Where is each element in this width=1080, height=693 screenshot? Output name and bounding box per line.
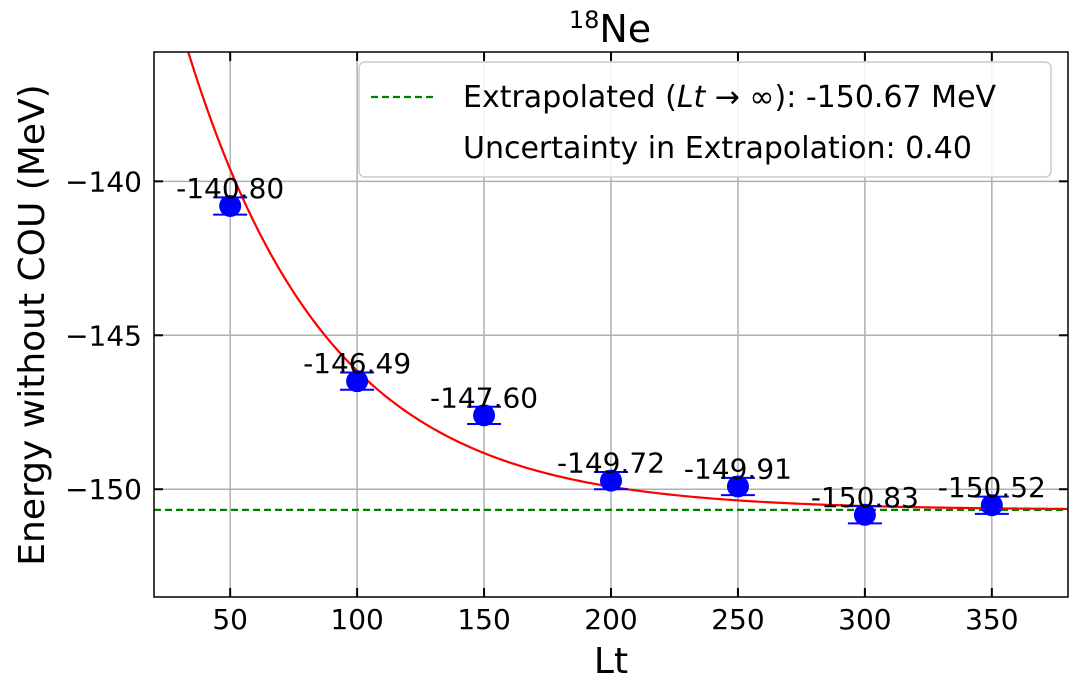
data-point-5 (853, 503, 876, 526)
data-label-6: -150.52 (938, 471, 1046, 504)
legend-entry-prefix: Extrapolated ( (463, 80, 677, 115)
legend-entry-math: Lt (677, 80, 707, 115)
x-axis-label: Lt (594, 641, 628, 682)
data-label-4: -149.91 (684, 452, 792, 485)
ticks: 50 100 150 200 250 300 350 −140 −145 −150 (65, 52, 1068, 636)
legend-entry-suffix: ): -150.67 MeV (775, 80, 997, 115)
x-tick-label-350: 350 (965, 603, 1018, 636)
x-tick-label-100: 100 (330, 603, 383, 636)
data-point-3 (600, 469, 622, 492)
plot-frame (153, 51, 1069, 598)
x-tick-label-150: 150 (457, 603, 510, 636)
x-tick-label-200: 200 (584, 603, 637, 636)
y-tick-label-0: −140 (65, 165, 142, 198)
chart-title: 18Ne (569, 6, 651, 51)
data-point-2 (473, 404, 496, 427)
data-point-1 (346, 370, 369, 393)
data-label-3: -149.72 (557, 447, 665, 480)
data-label-0: -140.80 (176, 172, 284, 205)
legend: Extrapolated (Lt → ∞): -150.67 MeV Uncer… (358, 61, 1052, 178)
data-points-group: -140.80 -146.49 -147.60 -149.72 -149.91 -150.… (176, 172, 1046, 526)
data-point-0 (219, 194, 242, 217)
data-label-5: -150.83 (811, 481, 919, 514)
legend-box (358, 61, 1052, 178)
y-tick-label-2: −150 (65, 473, 142, 506)
y-tick-label-1: −145 (65, 319, 142, 352)
title-main: Ne (599, 7, 651, 51)
x-tick-label-300: 300 (838, 603, 891, 636)
data-point-4 (726, 475, 749, 498)
data-label-1: -146.49 (303, 347, 411, 380)
title-superscript: 18 (569, 6, 600, 34)
x-tick-label-250: 250 (711, 603, 764, 636)
x-tick-label-50: 50 (212, 603, 248, 636)
y-axis-label: Energy without COU (MeV) (12, 84, 53, 565)
legend-entry-arrow: → ∞ (705, 80, 774, 115)
legend-entry-uncertainty: Uncertainty in Extrapolation: 0.40 (463, 131, 972, 166)
data-label-2: -147.60 (430, 381, 538, 414)
legend-entry-extrapolated: Extrapolated (Lt → ∞): -150.67 MeV (463, 80, 997, 115)
data-point-6 (980, 494, 1003, 517)
